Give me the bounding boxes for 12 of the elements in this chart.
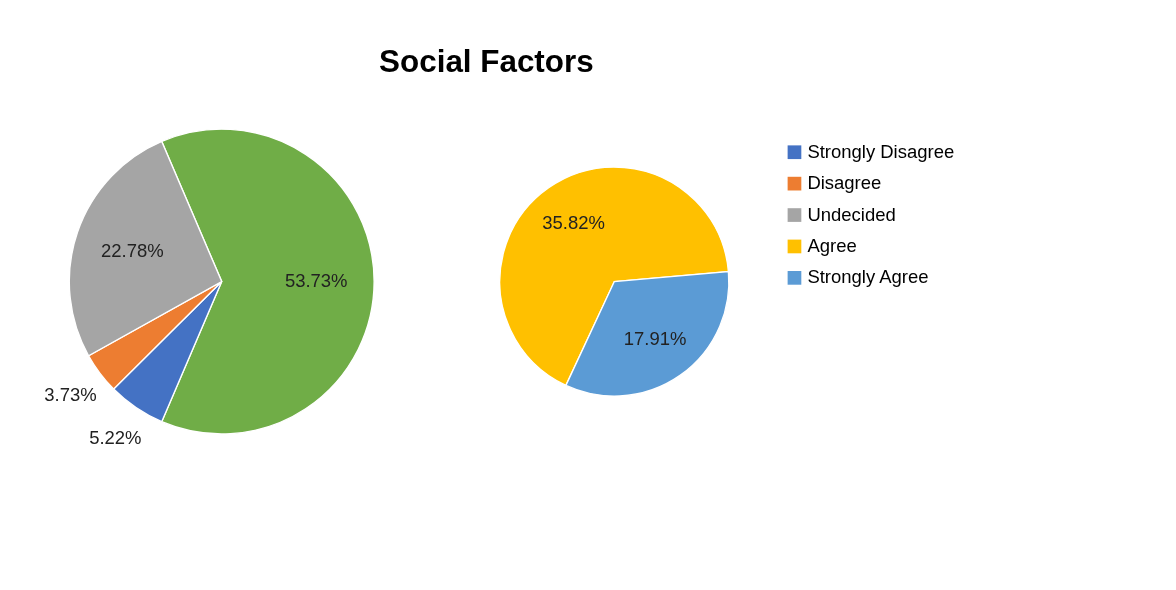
legend-label: Disagree <box>807 172 882 194</box>
data-label: 3.73% <box>44 384 97 406</box>
data-label: 17.91% <box>623 328 687 350</box>
data-label: 53.73% <box>284 270 348 292</box>
legend-label: Strongly Disagree <box>807 140 955 162</box>
data-label: 22.78% <box>100 239 164 261</box>
data-label: 5.22% <box>89 426 142 448</box>
data-label: 35.82% <box>542 211 605 233</box>
chart-title: Social Factors <box>379 43 594 79</box>
legend-label: Agree <box>807 235 857 256</box>
legend-label: Strongly Agree <box>807 266 929 288</box>
legend-label: Undecided <box>807 203 896 225</box>
